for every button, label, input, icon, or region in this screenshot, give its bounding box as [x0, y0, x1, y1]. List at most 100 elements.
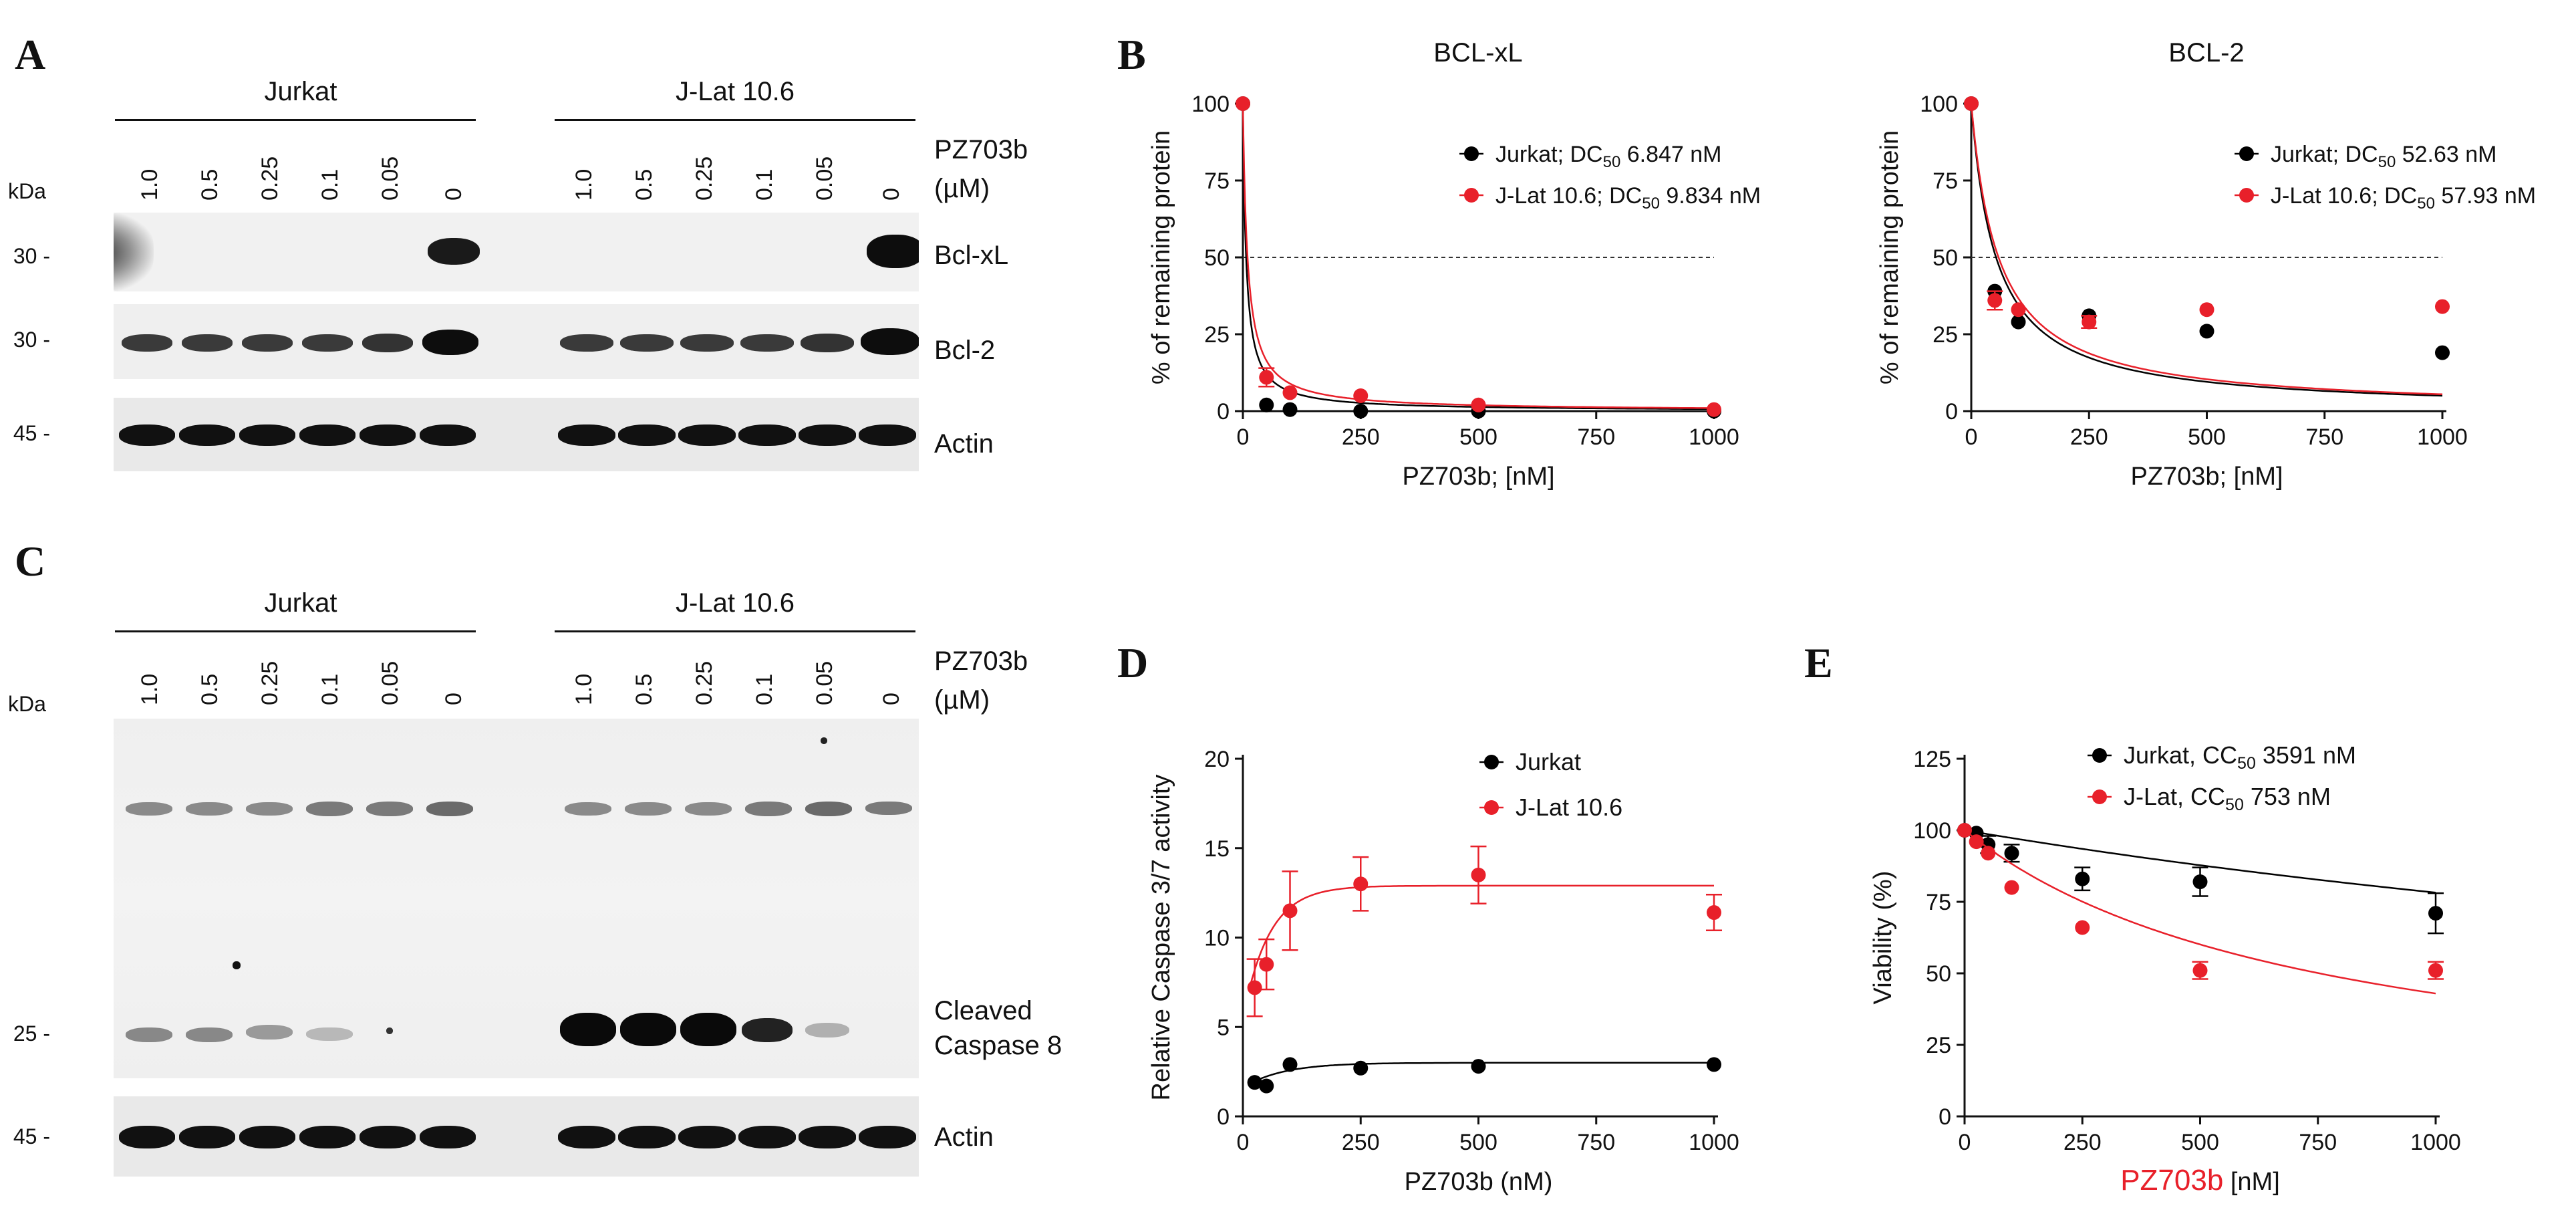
dose-label: 0.05	[812, 156, 837, 201]
legend-label: Jurkat; DC50 6.847 nM	[1495, 142, 1722, 171]
band	[306, 802, 353, 816]
band	[738, 424, 796, 446]
legend-marker	[2092, 789, 2107, 804]
legend-label-name: Jurkat; DC	[1495, 142, 1603, 167]
legend-label-name: Jurkat; DC	[2271, 142, 2378, 167]
dose-label: 0.25	[692, 156, 717, 201]
y-tick-label: 15	[1204, 836, 1230, 862]
band	[560, 1013, 616, 1046]
legend-label-subscript: 50	[1642, 195, 1660, 213]
legend-marker	[1484, 800, 1499, 815]
data-point	[1353, 876, 1369, 892]
band	[239, 1126, 295, 1148]
legend-marker	[2239, 188, 2254, 203]
dose-label: 0	[879, 693, 904, 705]
legend-label-name: J-Lat 10.6	[1516, 794, 1622, 821]
data-point	[1981, 846, 1996, 861]
x-axis-label: PZ703b; [nM]	[2130, 463, 2283, 491]
x-tick-label: 250	[2063, 1130, 2102, 1155]
fit-curve	[1242, 104, 1714, 409]
chart-caspase: 0 5 10 15 20 0 250 500 750 1000 PZ703b (nM) Relativ…	[1147, 747, 1739, 1196]
x-tick-label: 750	[1577, 424, 1615, 450]
data-point	[1969, 834, 1984, 850]
band	[742, 1018, 793, 1042]
legend-marker	[1464, 146, 1479, 161]
y-tick-label: 5	[1217, 1015, 1230, 1040]
data-point	[1471, 867, 1486, 882]
data-point	[1353, 1060, 1369, 1076]
band	[625, 802, 672, 816]
dose-label: 0.5	[631, 168, 657, 201]
x-tick-label: 1000	[1689, 1130, 1739, 1155]
x-tick-label: 750	[1577, 1130, 1615, 1155]
dose-label: 0.25	[692, 660, 717, 705]
legend-label: J-Lat, CC50 753 nM	[2124, 783, 2331, 814]
panel-label-a: A	[15, 31, 46, 78]
y-tick-label: 50	[1933, 245, 1958, 271]
x-tick-label: 0	[1237, 424, 1250, 450]
data-point	[2011, 314, 2026, 330]
panel-label-e: E	[1804, 639, 1833, 687]
legend-marker	[2239, 146, 2254, 161]
data-point	[1236, 96, 1250, 111]
x-tick-label: 250	[1342, 424, 1380, 450]
y-axis-label: Viability (%)	[1869, 871, 1897, 1005]
legend-marker	[1464, 188, 1479, 203]
dose-label: 1.0	[571, 673, 597, 705]
legend-marker	[2092, 748, 2107, 763]
legend-label-name: J-Lat 10.6; DC	[1495, 183, 1642, 209]
x-tick-label: 500	[1459, 1130, 1497, 1155]
data-point	[1987, 293, 2003, 308]
y-tick-label: 75	[1204, 168, 1230, 194]
speck	[821, 737, 827, 744]
x-tick-label: 0	[1965, 424, 1978, 450]
mw-marker: 25 -	[13, 1021, 50, 1046]
legend-label: Jurkat, CC50 3591 nM	[2124, 741, 2356, 773]
band	[745, 802, 792, 816]
x-tick-label: 1000	[2410, 1130, 2461, 1155]
dose-label: 1.0	[137, 168, 162, 201]
dose-label: 0.1	[752, 168, 777, 201]
treatment-label: PZ703b	[934, 646, 1028, 676]
band	[805, 802, 852, 816]
y-tick-label: 100	[1191, 92, 1230, 117]
chart-title: BCL-xL	[1433, 38, 1522, 68]
mw-marker: 30 -	[13, 328, 50, 352]
x-tick-label: 1000	[2417, 424, 2468, 450]
legend-label: J-Lat 10.6; DC50 57.93 nM	[2271, 183, 2536, 213]
blot-strip-actin-c	[114, 1096, 919, 1177]
group-bracket-jlat	[555, 630, 915, 632]
band	[126, 802, 172, 816]
x-tick-label: 500	[2181, 1130, 2219, 1155]
data-point	[1259, 1078, 1274, 1094]
row-label-actin-c: Actin	[934, 1122, 994, 1152]
band	[620, 1013, 676, 1046]
dose-label: 0.5	[631, 673, 657, 705]
band	[360, 424, 416, 446]
dose-label: 0.5	[197, 673, 223, 705]
unit-label: (µM)	[934, 685, 990, 715]
x-tick-label: 1000	[1689, 424, 1739, 450]
data-point	[2075, 871, 2090, 886]
y-tick-label: 75	[1933, 168, 1958, 194]
data-point	[1353, 388, 1369, 403]
band	[299, 424, 355, 446]
band	[122, 334, 172, 352]
x-tick-label: 0	[1959, 1130, 1971, 1155]
band	[422, 330, 478, 355]
band	[299, 1126, 355, 1148]
dose-label: 0.05	[378, 156, 403, 201]
legend-label: Jurkat	[1516, 748, 1581, 775]
y-tick-label: 100	[1913, 818, 1951, 844]
y-tick-label: 50	[1926, 961, 1951, 987]
x-axis-label-unit: [nM]	[2223, 1168, 2279, 1196]
band	[558, 424, 615, 446]
band	[799, 424, 856, 446]
y-tick-label: 10	[1204, 926, 1230, 951]
band	[366, 802, 413, 816]
x-axis-label: PZ703b [nM]	[2120, 1164, 2280, 1197]
y-tick-label: 50	[1204, 245, 1230, 271]
band	[242, 334, 293, 352]
y-tick-label: 25	[1933, 322, 1958, 348]
band	[246, 1025, 293, 1040]
